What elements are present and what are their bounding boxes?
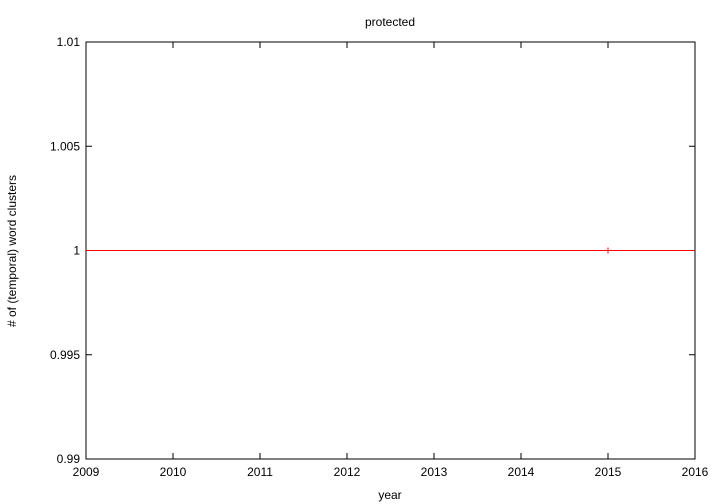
x-tick-label: 2011 [247,465,273,479]
y-tick-label: 0.995 [50,348,80,362]
y-axis-label: # of (temporal) word clusters [5,175,19,327]
data-point [605,247,611,254]
x-tick-label: 2014 [508,465,535,479]
x-axis-label: year [378,488,401,502]
series-layer [86,247,695,254]
y-tick-label: 0.99 [57,452,81,466]
x-tick-label: 2012 [334,465,361,479]
y-tick-label: 1.01 [57,35,81,49]
ticks-layer: 2009 2010 2011 2012 2013 2014 2015 2016 0.99 0.99… [50,35,709,479]
chart-title: protected [365,15,415,29]
y-tick-label: 1 [73,244,80,258]
x-tick-label: 2016 [682,465,709,479]
y-tick-label: 1.005 [50,139,80,153]
x-tick-label: 2010 [160,465,187,479]
x-tick-label: 2013 [421,465,448,479]
x-tick-label: 2009 [73,465,100,479]
x-tick-label: 2015 [595,465,622,479]
